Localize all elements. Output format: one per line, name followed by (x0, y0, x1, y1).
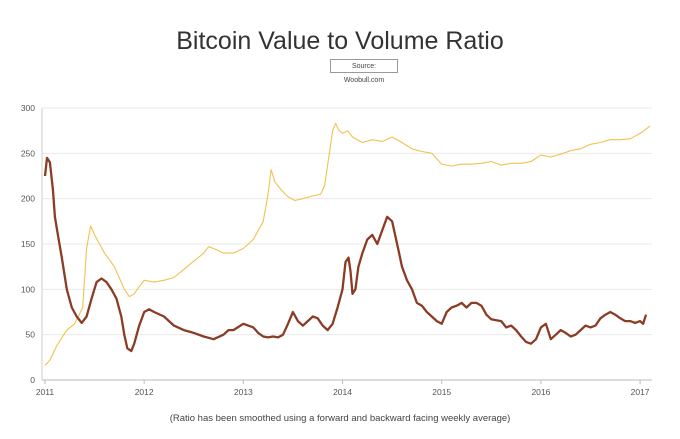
x-tick-label: 2014 (333, 387, 352, 397)
source-badge: Source: Woobull.com (330, 59, 398, 84)
chart-title: Bitcoin Value to Volume Ratio (176, 27, 504, 55)
y-tick-label: 250 (21, 148, 35, 158)
y-tick-label: 50 (26, 330, 36, 340)
x-tick-label: 2017 (631, 387, 650, 397)
chart-caption: (Ratio has been smoothed using a forward… (169, 413, 511, 424)
price-series-line (44, 122, 651, 366)
x-tick-label: 2012 (135, 387, 154, 397)
y-tick-label: 0 (30, 375, 35, 385)
x-tick-label: 2015 (432, 387, 451, 397)
y-tick-label: 300 (21, 103, 35, 113)
x-tick-label: 2011 (36, 387, 55, 397)
x-tick-label: 2013 (234, 387, 253, 397)
y-tick-label: 200 (21, 194, 35, 204)
x-tick-label: 2016 (531, 387, 550, 397)
y-tick-label: 150 (21, 239, 35, 249)
ratio-series-line (43, 156, 648, 353)
y-tick-label: 100 (21, 284, 35, 294)
